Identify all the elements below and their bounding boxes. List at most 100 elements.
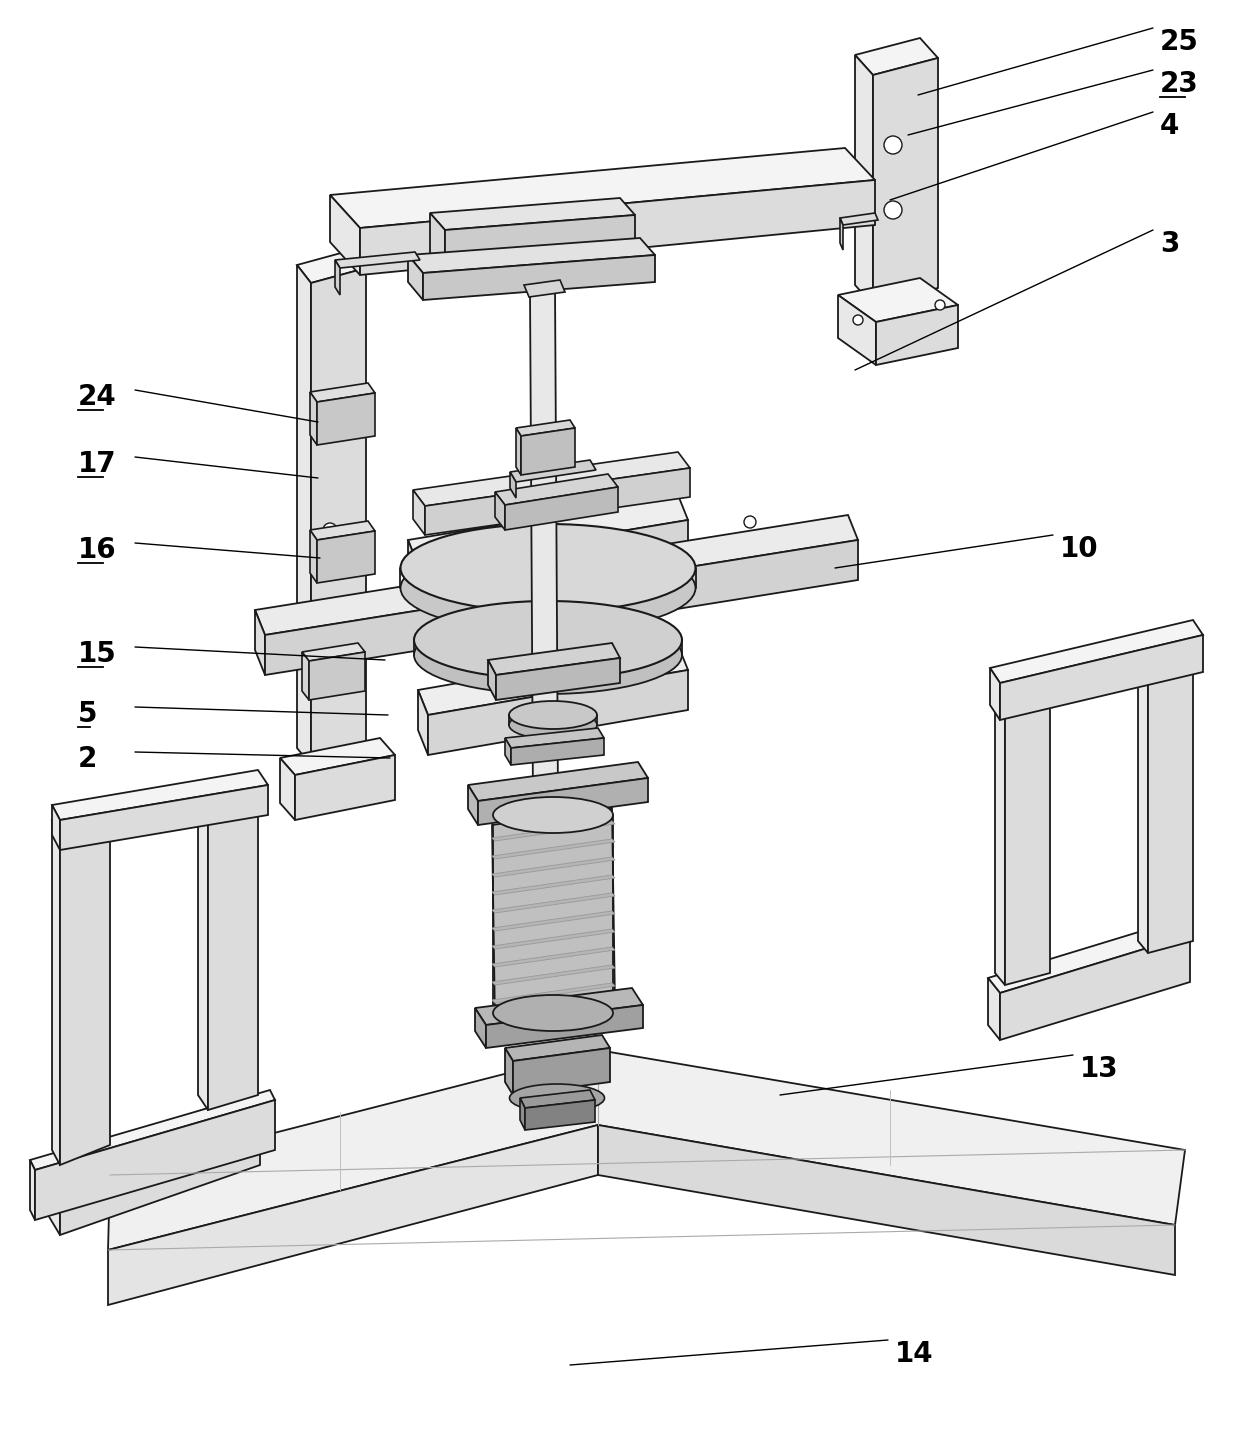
Polygon shape <box>598 1125 1176 1274</box>
Polygon shape <box>408 238 655 274</box>
Polygon shape <box>839 217 843 251</box>
Polygon shape <box>856 37 937 75</box>
Polygon shape <box>45 1165 60 1236</box>
Polygon shape <box>335 252 420 268</box>
Polygon shape <box>52 805 60 850</box>
Circle shape <box>853 315 863 325</box>
Circle shape <box>935 300 945 310</box>
Polygon shape <box>413 452 689 505</box>
Ellipse shape <box>494 995 613 1031</box>
Polygon shape <box>317 393 374 445</box>
Polygon shape <box>999 935 1190 1040</box>
Polygon shape <box>418 690 428 755</box>
Polygon shape <box>298 265 311 765</box>
Polygon shape <box>525 279 565 297</box>
Polygon shape <box>492 965 615 985</box>
Polygon shape <box>839 213 878 225</box>
Polygon shape <box>505 1048 513 1094</box>
Polygon shape <box>516 428 521 475</box>
Ellipse shape <box>414 600 682 680</box>
Text: 2: 2 <box>78 744 98 773</box>
Ellipse shape <box>401 524 696 612</box>
Polygon shape <box>198 791 208 1110</box>
Polygon shape <box>310 521 374 540</box>
Polygon shape <box>505 739 511 765</box>
Polygon shape <box>1138 668 1148 953</box>
Circle shape <box>434 549 446 562</box>
Polygon shape <box>30 1090 275 1169</box>
Polygon shape <box>295 755 396 819</box>
Polygon shape <box>875 305 959 364</box>
Polygon shape <box>467 762 649 801</box>
Polygon shape <box>990 668 999 720</box>
Polygon shape <box>255 516 858 635</box>
Circle shape <box>322 423 337 436</box>
Polygon shape <box>1004 700 1050 985</box>
Polygon shape <box>486 1005 644 1048</box>
Circle shape <box>884 202 901 219</box>
Polygon shape <box>423 255 655 300</box>
Text: 5: 5 <box>78 700 98 729</box>
Polygon shape <box>505 729 604 747</box>
Polygon shape <box>408 255 423 300</box>
Polygon shape <box>418 645 688 716</box>
Polygon shape <box>108 1050 1185 1250</box>
Polygon shape <box>467 785 477 825</box>
Ellipse shape <box>494 796 613 832</box>
Polygon shape <box>298 251 366 284</box>
Polygon shape <box>492 821 615 841</box>
Polygon shape <box>873 58 937 305</box>
Polygon shape <box>505 1035 610 1061</box>
Polygon shape <box>496 658 620 700</box>
Polygon shape <box>492 948 615 968</box>
Circle shape <box>744 516 756 528</box>
Polygon shape <box>428 670 688 755</box>
Polygon shape <box>856 55 873 305</box>
Polygon shape <box>430 213 445 271</box>
Polygon shape <box>35 1100 275 1220</box>
Polygon shape <box>60 1120 260 1236</box>
Polygon shape <box>208 791 258 1110</box>
Polygon shape <box>60 785 268 850</box>
Polygon shape <box>492 893 615 913</box>
Polygon shape <box>492 876 615 896</box>
Polygon shape <box>45 1094 260 1189</box>
Polygon shape <box>510 472 516 498</box>
Ellipse shape <box>414 616 682 694</box>
Polygon shape <box>280 739 396 775</box>
Ellipse shape <box>508 701 596 729</box>
Polygon shape <box>280 757 295 819</box>
Ellipse shape <box>510 1084 604 1112</box>
Polygon shape <box>525 1100 595 1130</box>
Polygon shape <box>52 819 60 1165</box>
Polygon shape <box>311 268 366 765</box>
Polygon shape <box>430 199 635 230</box>
Text: 25: 25 <box>1159 27 1199 56</box>
Polygon shape <box>489 644 620 675</box>
Polygon shape <box>495 492 505 530</box>
Polygon shape <box>990 621 1203 683</box>
Polygon shape <box>303 652 309 700</box>
Polygon shape <box>30 1161 35 1220</box>
Polygon shape <box>408 495 688 564</box>
Polygon shape <box>492 840 615 860</box>
Polygon shape <box>492 912 615 932</box>
Text: 15: 15 <box>78 639 117 668</box>
Polygon shape <box>838 295 875 364</box>
Polygon shape <box>330 148 875 228</box>
Polygon shape <box>335 261 340 295</box>
Polygon shape <box>108 1125 598 1305</box>
Polygon shape <box>492 857 615 877</box>
Polygon shape <box>475 988 644 1025</box>
Polygon shape <box>360 180 875 275</box>
Polygon shape <box>511 739 604 765</box>
Text: 17: 17 <box>78 451 117 478</box>
Polygon shape <box>492 808 615 1022</box>
Polygon shape <box>330 194 360 275</box>
Text: 24: 24 <box>78 383 117 410</box>
Polygon shape <box>317 531 374 583</box>
Polygon shape <box>60 819 110 1165</box>
Polygon shape <box>489 660 496 700</box>
Polygon shape <box>310 392 317 445</box>
Polygon shape <box>408 540 418 605</box>
